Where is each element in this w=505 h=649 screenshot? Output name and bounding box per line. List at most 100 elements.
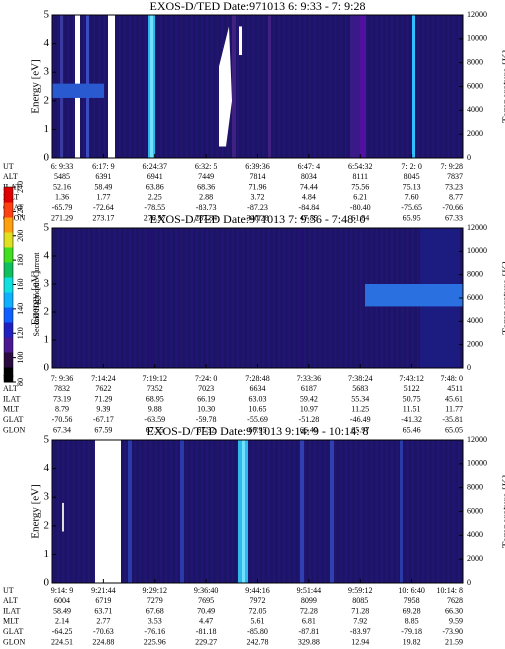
speckle [57,228,60,368]
speckle [314,440,317,583]
speckle [200,15,203,158]
row-name: MLT [3,617,19,626]
table-cell: -73.90 [442,627,463,636]
speckle [370,15,373,158]
speckle [139,440,142,583]
table-cell: 72.05 [249,606,267,615]
speckle [129,228,132,368]
table-cell: 7279 [147,596,163,605]
table-cell: 9:59:12 [348,586,372,595]
table-cell: 6:39:36 [245,162,269,171]
speckle [319,228,322,368]
table-cell: 9.88 [148,405,162,414]
table-cell: 6187 [301,384,317,393]
speckle [134,440,137,583]
y2-axis-label: Temperature [K] [501,475,505,548]
table-cell: 65.46 [403,425,421,434]
row-name: ALT [3,172,18,181]
table-cell: 75.56 [351,182,369,191]
table-cell: 225.96 [144,637,166,646]
speckle [334,15,337,158]
table-cell: 7958 [404,596,420,605]
y-tick-label: 4 [44,462,50,474]
speckle [165,440,168,583]
table-cell: 276.97 [144,213,166,222]
table-cell: -55.69 [247,415,268,424]
chart-title: EXOS-D/TED Date:971013 9:14: 9 - 10:14: … [147,424,369,438]
patch [62,502,64,532]
speckle [272,228,275,368]
speckle [57,440,60,583]
speckle [396,440,399,583]
speckle [195,440,198,583]
y-tick-label: 1 [44,123,50,135]
speckle [416,15,419,158]
table-cell: 65.95 [403,213,421,222]
speckle [314,15,317,158]
y2-tick-label: 6000 [467,81,483,90]
table-cell: 68.36 [197,182,215,191]
speckle [134,228,137,368]
table-cell: 7: 2: 0 [401,162,421,171]
speckle [262,228,265,368]
y-tick-label: 2 [44,306,50,318]
colorbar-tick-label: 180 [16,254,25,266]
table-cell: 7:33:36 [297,374,321,383]
table-cell: -41.32 [401,415,422,424]
table-cell: 2.77 [96,617,110,626]
speckle [236,440,239,583]
y-tick-label: 4 [44,37,50,49]
table-cell: 7832 [54,384,70,393]
speckle [139,228,142,368]
stripe [128,440,132,583]
table-cell: 7: 9:28 [441,162,463,171]
table-cell: -76.16 [144,627,165,636]
speckle [93,228,96,368]
y2-tick-label: 6000 [467,506,483,515]
speckle [242,15,245,158]
row-name: ALT [3,384,18,393]
speckle [349,440,352,583]
speckle [113,228,116,368]
stripe [268,15,271,158]
table-cell: 6:17: 9 [92,162,114,171]
speckle [432,440,435,583]
speckle [67,440,70,583]
table-cell: 70.49 [197,606,215,615]
table-cell: 7023 [198,384,214,393]
speckle [339,228,342,368]
speckle [62,228,65,368]
speckle [200,440,203,583]
speckle [391,15,394,158]
row-name: GLON [3,213,25,222]
speckle [375,440,378,583]
y2-tick-label: 4000 [467,316,483,325]
speckle [118,228,121,368]
speckle [442,15,445,158]
speckle [344,15,347,158]
table-cell: 63.86 [146,182,164,191]
table-cell: 9:29:12 [143,586,167,595]
table-cell: 8.79 [55,405,69,414]
table-cell: 8099 [301,596,317,605]
speckle [437,440,440,583]
colorbar-tick-label: 160 [16,279,25,291]
table-cell: 9.39 [96,405,110,414]
table-cell: 7622 [95,384,111,393]
speckle [421,440,424,583]
speckle [406,440,409,583]
y-tick-label: 1 [44,548,50,560]
table-cell: -72.64 [93,203,114,212]
speckle [324,15,327,158]
speckle [236,228,239,368]
speckle [123,440,126,583]
table-cell: 8.77 [449,193,463,202]
stripe [95,440,121,583]
table-cell: 67.55 [146,425,164,434]
speckle [82,440,85,583]
speckle [159,440,162,583]
table-cell: 67.68 [146,606,164,615]
speckle [278,440,281,583]
row-name: GLON [3,425,25,434]
y-tick-label: 3 [44,66,50,78]
